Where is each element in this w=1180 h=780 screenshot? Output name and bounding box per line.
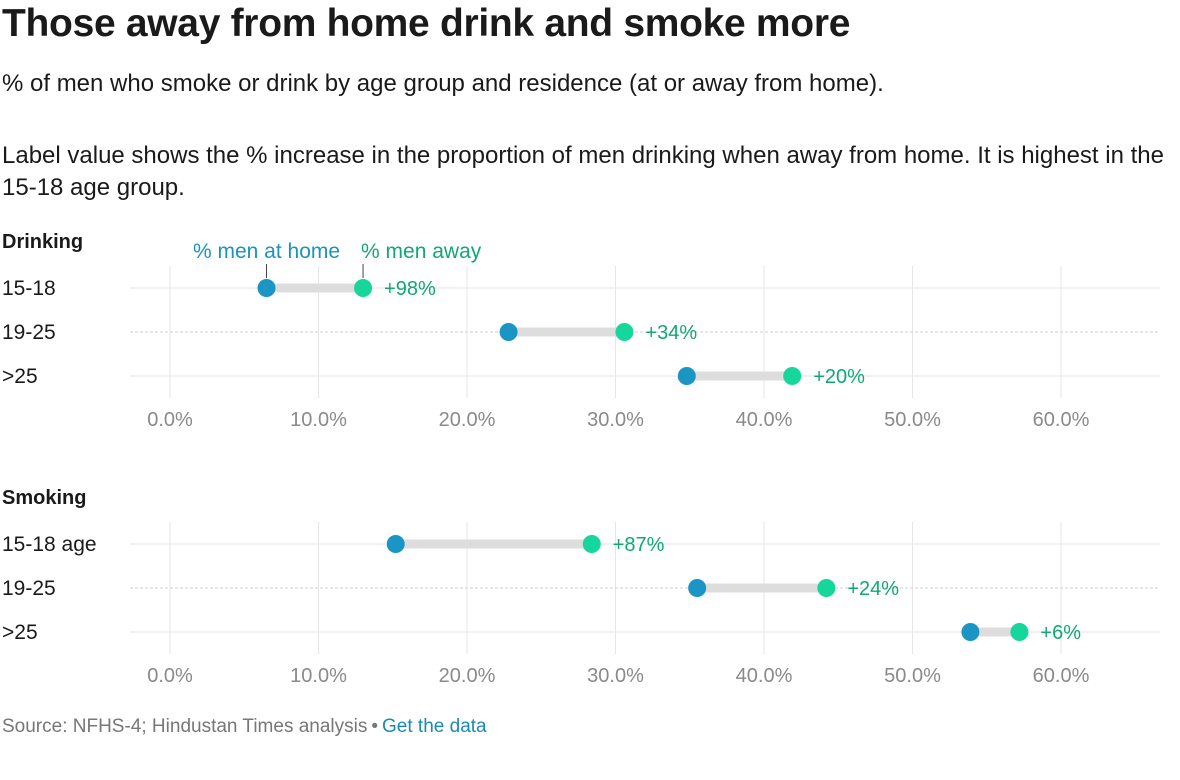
away-point (783, 367, 802, 385)
home-point (499, 323, 518, 341)
footer-separator: • (371, 716, 379, 737)
x-tick-label: 30.0% (587, 409, 644, 431)
footer: Source: NFHS-4; Hindustan Times analysis… (2, 716, 487, 738)
away-point (582, 535, 601, 553)
away-point (354, 279, 373, 297)
category-label: >25 (2, 621, 38, 644)
home-point (688, 579, 707, 597)
x-tick-label: 20.0% (439, 665, 496, 687)
away-point (1010, 623, 1029, 641)
away-point (615, 323, 634, 341)
category-label: 15-18 age (2, 533, 97, 556)
x-tick-label: 60.0% (1033, 665, 1090, 687)
home-point (961, 623, 980, 641)
x-tick-label: 50.0% (884, 665, 941, 687)
home-point (677, 367, 696, 385)
get-data-link[interactable]: Get the data (382, 716, 487, 737)
x-tick-label: 10.0% (290, 409, 347, 431)
source-text: Source: NFHS-4; Hindustan Times analysis (2, 716, 368, 737)
x-tick-label: 40.0% (736, 409, 793, 431)
x-tick-label: 0.0% (147, 409, 193, 431)
category-label: 15-18 (2, 277, 56, 300)
category-label: 19-25 (2, 577, 56, 600)
panel-title: Drinking (2, 231, 83, 253)
legend-away-label: % men away (361, 240, 482, 263)
x-tick-label: 60.0% (1033, 409, 1090, 431)
increase-label: +34% (645, 322, 697, 344)
chart-subtitle: % of men who smoke or drink by age group… (2, 70, 884, 97)
home-point (386, 535, 405, 553)
chart-title: Those away from home drink and smoke mor… (2, 2, 851, 45)
x-tick-label: 0.0% (147, 665, 193, 687)
panel-title: Smoking (2, 487, 86, 509)
increase-label: +24% (847, 578, 899, 600)
x-tick-label: 30.0% (587, 665, 644, 687)
x-tick-label: 10.0% (290, 665, 347, 687)
x-tick-label: 50.0% (884, 409, 941, 431)
chart-note: Label value shows the % increase in the … (2, 142, 1164, 201)
category-label: >25 (2, 365, 38, 388)
increase-label: +6% (1040, 622, 1081, 644)
x-tick-label: 40.0% (736, 665, 793, 687)
legend-home-label: % men at home (193, 240, 340, 263)
category-label: 19-25 (2, 321, 56, 344)
away-point (817, 579, 836, 597)
x-tick-label: 20.0% (439, 409, 496, 431)
increase-label: +98% (384, 278, 436, 300)
dumbbell-charts: 0.0% 10.0% 20.0% 30.0% 40.0% 50.0% 60.0% Drinki… (2, 231, 1160, 687)
home-point (257, 279, 276, 297)
increase-label: +87% (613, 534, 665, 556)
increase-label: +20% (813, 366, 865, 388)
